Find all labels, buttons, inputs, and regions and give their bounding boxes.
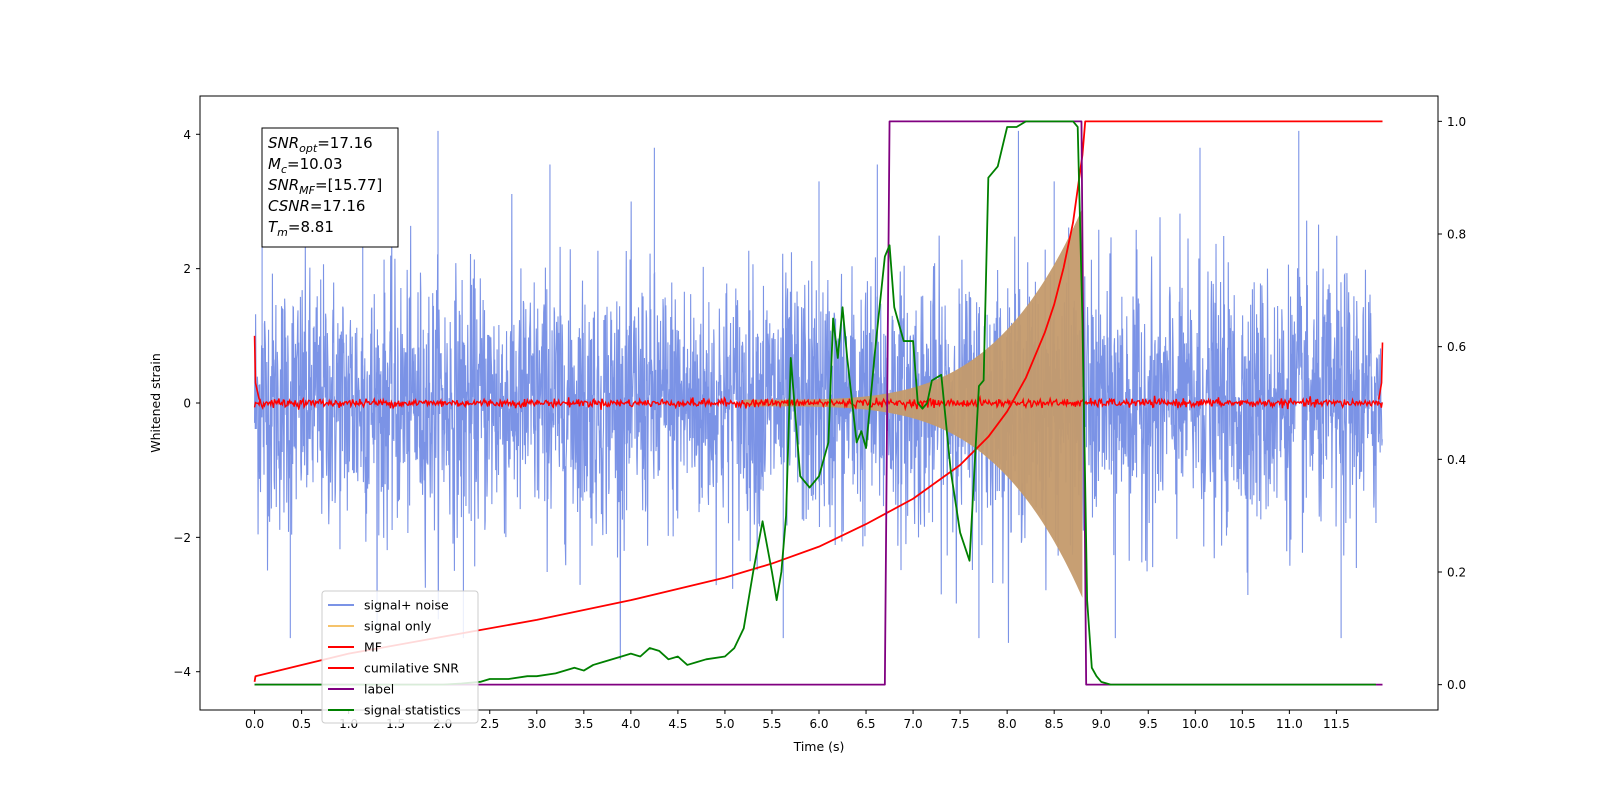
- x-tick-label: 3.5: [574, 717, 593, 731]
- annotation-line: Mc=10.03: [268, 155, 343, 176]
- x-tick-label: 7.5: [951, 717, 970, 731]
- y2-tick-label: 0.2: [1447, 565, 1466, 579]
- legend-label: cumilative SNR: [364, 661, 459, 676]
- x-tick-label: 5.5: [762, 717, 781, 731]
- legend-label: signal+ noise: [364, 598, 449, 613]
- y-tick-label: −2: [173, 531, 191, 545]
- y2-tick-label: 0.6: [1447, 340, 1466, 354]
- series-mf-edge-end: [1377, 342, 1384, 400]
- y2-tick-label: 1.0: [1447, 115, 1466, 129]
- annotation-symbol: M: [268, 155, 281, 173]
- annotation-value: =8.81: [288, 218, 334, 236]
- series-signal-statistics: [254, 120, 1376, 686]
- y-tick-label: −4: [173, 665, 191, 679]
- series-mf-edge-start: [253, 335, 261, 400]
- x-tick-label: 9.0: [1092, 717, 1111, 731]
- legend-frame: [321, 590, 479, 724]
- y-tick-label: 0: [183, 397, 191, 411]
- x-tick-label: 4.0: [621, 717, 640, 731]
- y-axis-left: 4 2 0 −2 −4: [173, 128, 200, 679]
- x-tick-label: 10.0: [1182, 717, 1209, 731]
- y-tick-label: 4: [183, 128, 191, 142]
- x-tick-label: 0.5: [292, 717, 311, 731]
- x-tick-label: 10.5: [1229, 717, 1256, 731]
- x-tick-label: 4.5: [668, 717, 687, 731]
- annotation-value: =17.16: [310, 197, 366, 215]
- annotation-symbol: SNR: [268, 176, 299, 194]
- legend-label: signal only: [364, 619, 432, 634]
- annotation-subscript: opt: [299, 142, 318, 155]
- legend-label: signal statistics: [364, 703, 461, 718]
- x-axis-label: Time (s): [793, 739, 845, 754]
- annotation-symbol: SNR: [268, 134, 299, 152]
- y-tick-label: 2: [183, 262, 191, 276]
- x-tick-label: 8.0: [998, 717, 1017, 731]
- annotation-value: =[15.77]: [315, 176, 382, 194]
- x-tick-label: 2.5: [480, 717, 499, 731]
- legend-label: label: [364, 682, 394, 697]
- annotation-value: =17.16: [317, 134, 373, 152]
- annotation-line: SNRopt=17.16: [268, 134, 373, 155]
- annotation-frame: [261, 127, 399, 248]
- annotation-subscript: m: [277, 226, 288, 239]
- annotation-subscript: c: [281, 163, 287, 176]
- x-tick-label: 3.0: [527, 717, 546, 731]
- x-tick-label: 11.5: [1323, 717, 1350, 731]
- legend: signal+ noise signal only MF cumilative SNR…: [321, 590, 479, 724]
- y2-tick-label: 0.4: [1447, 453, 1466, 467]
- x-tick-label: 5.0: [715, 717, 734, 731]
- annotation-subscript: MF: [299, 184, 315, 197]
- series-mf: [253, 394, 1383, 412]
- y2-tick-label: 0.0: [1447, 678, 1466, 692]
- annotation-line: SNRMF=[15.77]: [268, 176, 382, 197]
- x-tick-label: 7.0: [904, 717, 923, 731]
- y-axis-label: Whitened strain: [148, 353, 163, 452]
- series-signal-plus-noise: [254, 193, 1383, 660]
- annotation-line: CSNR=17.16: [268, 197, 365, 215]
- annotation-box: SNRopt=17.16Mc=10.03SNRMF=[15.77]CSNR=17…: [261, 127, 399, 248]
- x-tick-label: 8.5: [1045, 717, 1064, 731]
- y2-tick-label: 0.8: [1447, 228, 1466, 242]
- x-tick-label: 6.5: [856, 717, 875, 731]
- annotation-symbol: CSNR: [268, 197, 310, 215]
- y-axis-right: 1.0 0.8 0.6 0.4 0.2 0.0: [1438, 115, 1466, 692]
- x-tick-label: 6.0: [809, 717, 828, 731]
- annotation-line: Tm=8.81: [268, 218, 334, 239]
- annotation-value: =10.03: [287, 155, 343, 173]
- x-tick-label: 9.5: [1139, 717, 1158, 731]
- x-tick-label: 0.0: [245, 717, 264, 731]
- legend-label: MF: [364, 640, 382, 655]
- x-tick-label: 11.0: [1276, 717, 1303, 731]
- annotation-symbol: T: [268, 218, 279, 236]
